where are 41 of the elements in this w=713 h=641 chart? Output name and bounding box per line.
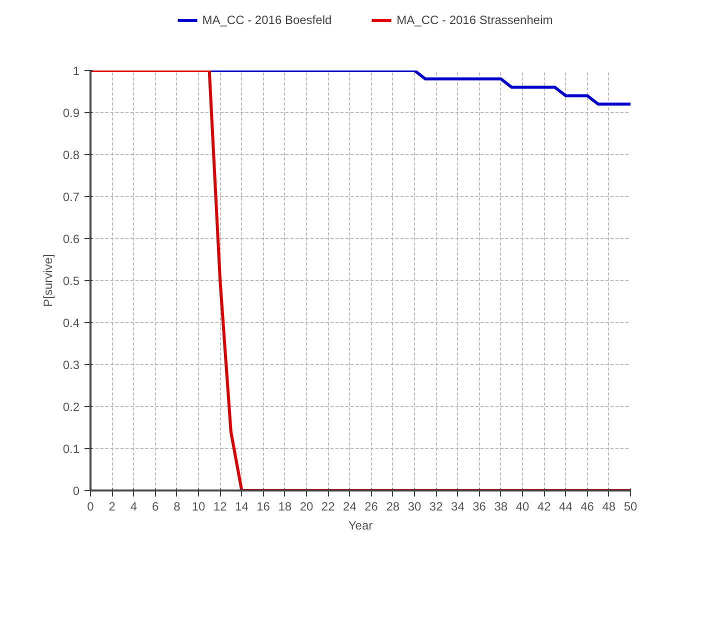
legend-label: MA_CC - 2016 Boesfeld [202, 13, 332, 27]
x-tick-label: 6 [152, 500, 159, 514]
x-tick-label: 22 [321, 500, 336, 514]
y-tick-label: 0 [72, 484, 80, 498]
y-tick-label: 0.5 [62, 274, 80, 288]
x-tick-label: 30 [408, 500, 422, 514]
y-tick-label: 0.1 [62, 442, 80, 456]
y-tick-label: 0.4 [62, 316, 80, 330]
x-tick-label: 24 [343, 500, 357, 514]
x-tick-label: 16 [256, 500, 270, 514]
x-tick-label: 40 [516, 500, 530, 514]
x-tick-label: 50 [624, 500, 638, 514]
x-tick-label: 8 [174, 500, 181, 514]
x-tick-label: 0 [87, 500, 94, 514]
x-tick-label: 12 [213, 500, 228, 514]
x-tick-label: 20 [300, 500, 314, 514]
x-tick-label: 38 [494, 500, 508, 514]
y-tick-label: 0.6 [62, 232, 80, 246]
x-tick-label: 32 [429, 500, 444, 514]
x-tick-label: 2 [108, 500, 116, 514]
x-tick-label: 34 [451, 500, 465, 514]
x-tick-label: 4 [130, 500, 138, 514]
x-tick-label: 44 [559, 500, 573, 514]
y-tick-label: 0.2 [62, 400, 80, 414]
x-tick-label: 14 [235, 500, 249, 514]
x-tick-label: 28 [386, 500, 400, 514]
x-tick-label: 18 [278, 500, 292, 514]
y-tick-label: 0.8 [62, 148, 80, 162]
x-tick-label: 36 [472, 500, 486, 514]
legend-label: MA_CC - 2016 Strassenheim [396, 13, 553, 27]
y-tick-label: 1 [72, 64, 80, 78]
y-tick-label: 0.3 [62, 358, 80, 372]
x-axis-title: Year [348, 518, 373, 532]
x-tick-label: 46 [580, 500, 594, 514]
x-tick-label: 26 [364, 500, 378, 514]
y-tick-label: 0.9 [62, 106, 80, 120]
x-tick-label: 10 [192, 500, 206, 514]
y-axis-title: P[survive] [40, 254, 55, 307]
x-tick-label: 42 [537, 500, 552, 514]
x-tick-label: 48 [602, 500, 616, 514]
y-tick-label: 0.7 [62, 190, 80, 204]
